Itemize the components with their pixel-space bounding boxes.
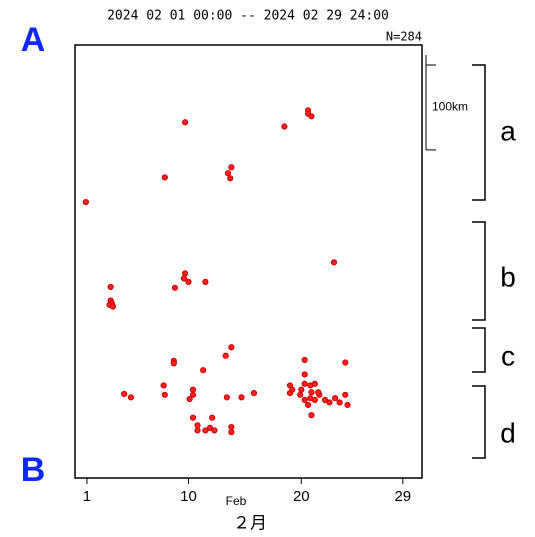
point [222, 352, 229, 359]
x-tick-label: 29 [394, 488, 411, 505]
x-tick-label: 1 [83, 488, 91, 505]
point [311, 380, 318, 387]
end-label: A [21, 21, 46, 59]
point [304, 401, 312, 409]
chart-title: 2024 02 01 00:00 -- 2024 02 29 24:00 [107, 9, 389, 24]
point [308, 412, 315, 419]
bracket [472, 221, 486, 321]
point [185, 278, 192, 285]
point [202, 427, 209, 434]
point [281, 123, 288, 130]
point [223, 394, 230, 401]
point [332, 395, 339, 402]
bracket [472, 385, 486, 459]
brackets [472, 64, 486, 459]
bracket [472, 64, 486, 201]
point [200, 367, 207, 374]
point [227, 175, 234, 182]
x-axis-label: ２月 [233, 513, 267, 532]
point [311, 396, 318, 403]
point [326, 399, 333, 406]
point [228, 423, 235, 431]
point [308, 113, 315, 120]
scale-label: 100km [432, 100, 468, 114]
segment-label: b [500, 261, 516, 292]
point [127, 394, 135, 401]
point [301, 371, 308, 378]
point [301, 396, 308, 403]
point [209, 414, 216, 421]
point [194, 427, 201, 434]
point [189, 386, 197, 393]
point [109, 303, 117, 310]
point [298, 386, 305, 393]
point [321, 396, 329, 403]
point [342, 391, 349, 398]
point [194, 422, 201, 429]
point [161, 174, 168, 181]
point [186, 395, 193, 403]
x-tick-label: 10 [180, 488, 197, 505]
point [297, 391, 304, 398]
segment-label: d [500, 417, 516, 448]
point [228, 164, 235, 171]
point [182, 270, 189, 277]
point [308, 389, 315, 396]
point [82, 198, 89, 206]
plot-frame [74, 44, 423, 479]
point [228, 429, 235, 436]
segment-label: a [500, 115, 516, 146]
point [107, 283, 114, 291]
end-label: B [21, 451, 46, 489]
point [121, 390, 128, 398]
point [238, 394, 245, 401]
point [189, 414, 197, 421]
x-unit-label: Feb [226, 494, 247, 508]
segment-label: c [501, 340, 515, 371]
point [182, 119, 189, 126]
point [301, 380, 308, 387]
bracket [472, 327, 486, 373]
point [211, 427, 218, 434]
x-tick-label: 20 [293, 488, 310, 505]
point [160, 382, 167, 389]
count-label: N=284 [386, 30, 422, 44]
point [315, 389, 322, 396]
point [170, 360, 177, 367]
point [161, 391, 168, 398]
point [336, 399, 343, 406]
point [189, 391, 197, 398]
point [206, 424, 214, 432]
point [301, 356, 308, 364]
point [202, 278, 209, 285]
point [342, 359, 349, 366]
point [344, 401, 351, 409]
point [224, 170, 232, 177]
point [250, 389, 258, 397]
point [180, 275, 188, 282]
point [330, 259, 338, 266]
point [289, 386, 296, 393]
point [228, 344, 235, 351]
point [171, 284, 179, 291]
